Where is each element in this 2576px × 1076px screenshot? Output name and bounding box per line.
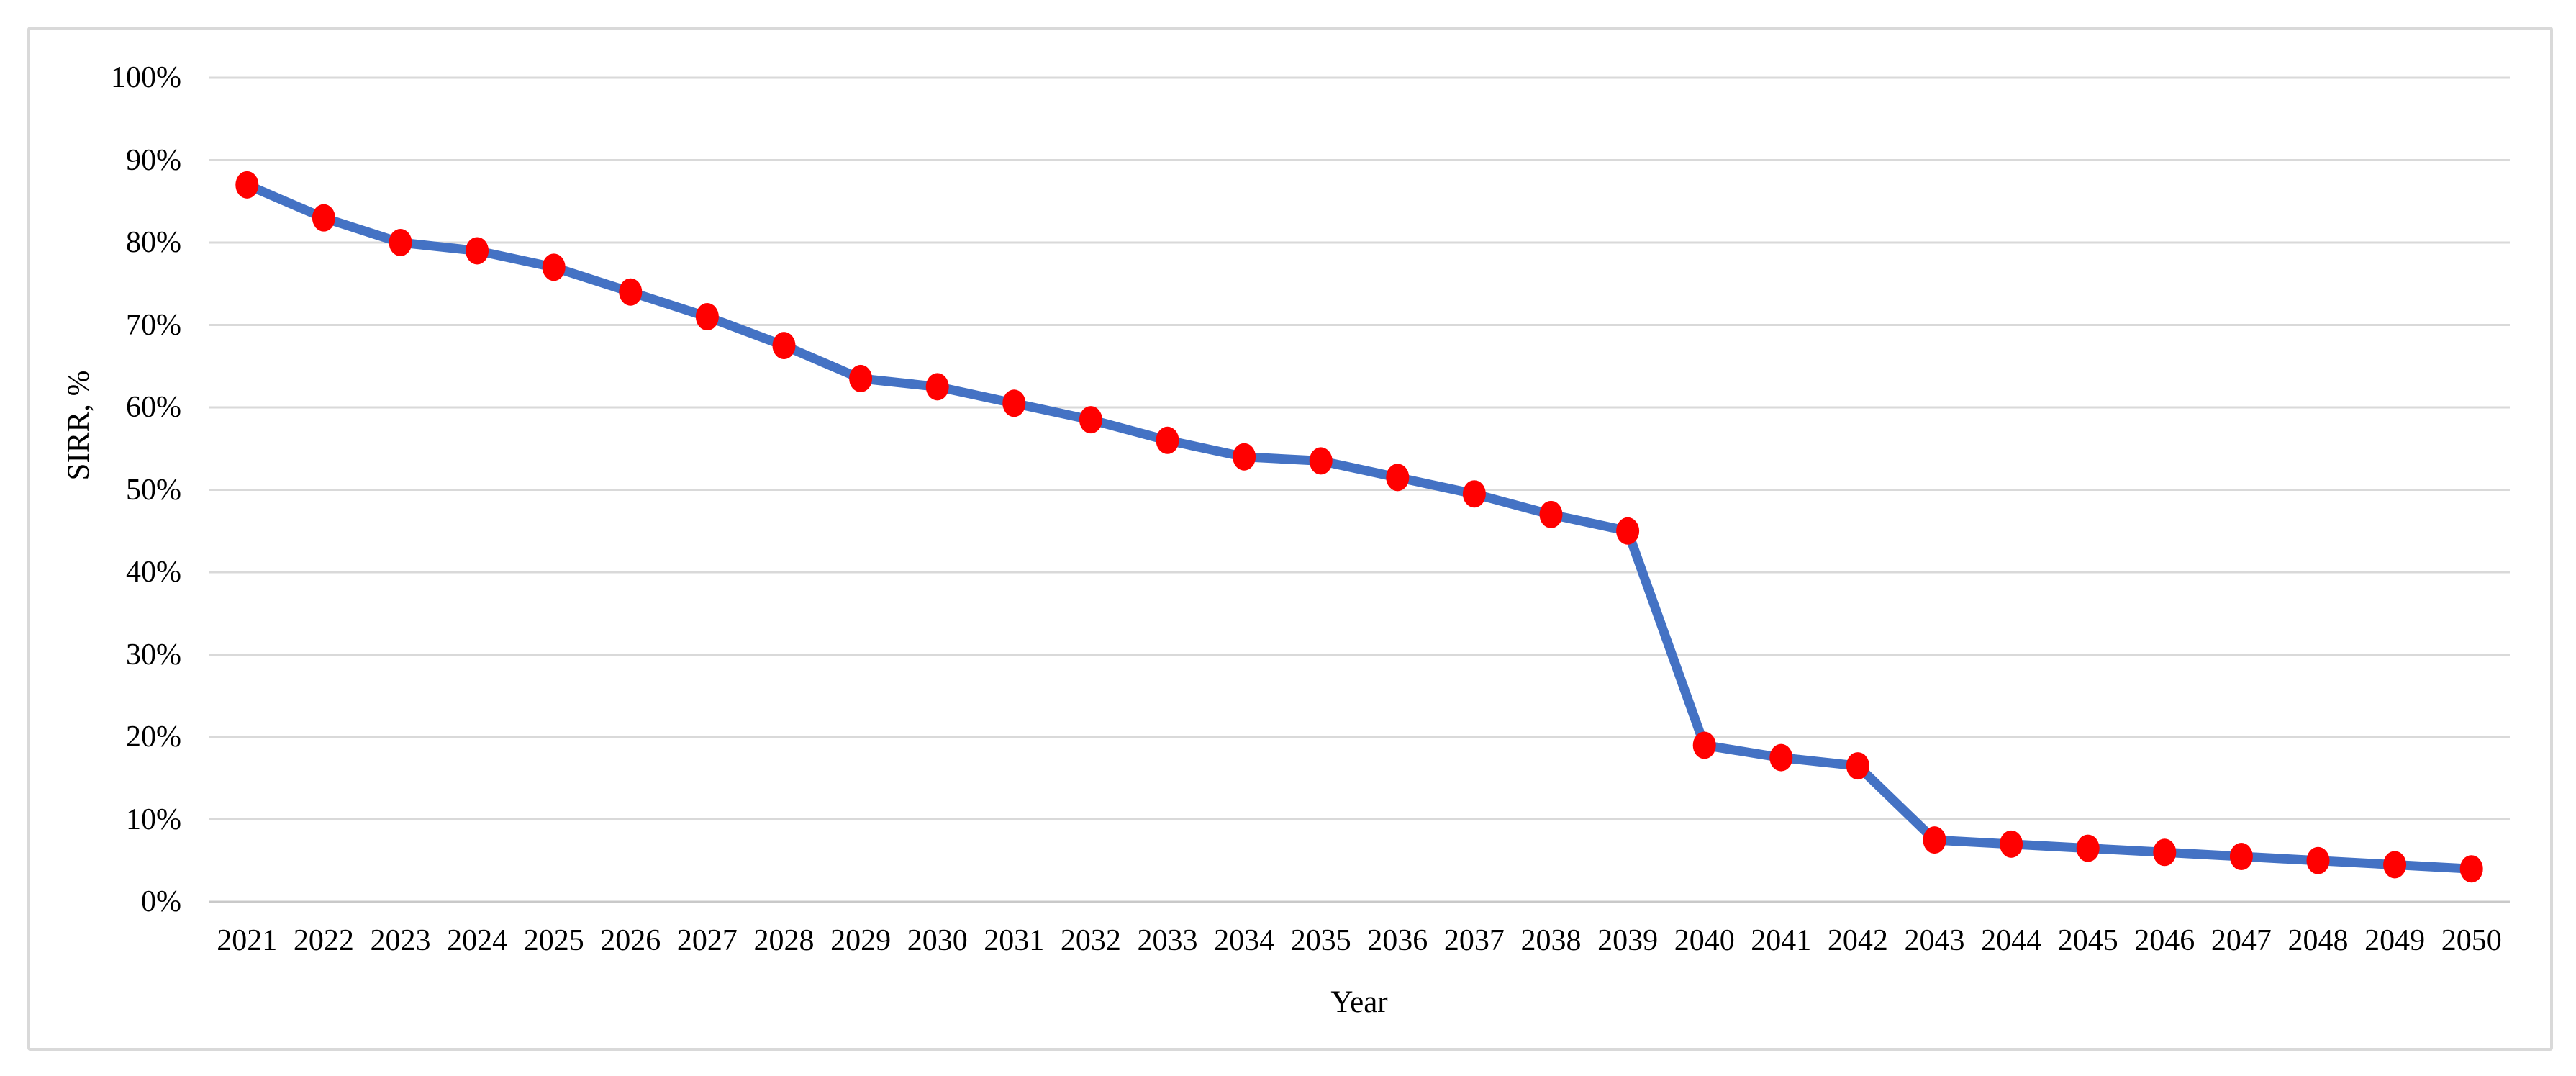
x-tick-label: 2049 [2364, 924, 2426, 957]
x-tick-label: 2042 [1827, 924, 1888, 957]
y-tick-label: 20% [126, 720, 181, 754]
x-tick-label: 2037 [1443, 924, 1505, 957]
x-tick-label: 2026 [600, 924, 661, 957]
y-tick-label: 30% [126, 638, 181, 672]
y-tick-label: 100% [111, 61, 181, 94]
y-tick-label: 90% [126, 143, 181, 177]
x-tick-label: 2022 [293, 924, 354, 957]
x-tick-label: 2024 [447, 924, 508, 957]
x-axis-title: Year [1330, 985, 1388, 1019]
data-point-marker [1846, 752, 1869, 780]
y-tick-label: 10% [126, 803, 181, 836]
x-tick-label: 2043 [1904, 924, 1965, 957]
data-point-marker [1002, 389, 1026, 417]
series-line [242, 180, 2477, 874]
data-point-marker [466, 237, 489, 265]
data-point-marker [2229, 843, 2253, 871]
x-tick-label: 2040 [1674, 924, 1735, 957]
data-point-marker [1309, 447, 1333, 475]
data-point-marker [1156, 426, 1179, 454]
x-tick-label: 2039 [1597, 924, 1659, 957]
x-tick-label: 2045 [2057, 924, 2118, 957]
x-tick-label: 2021 [217, 924, 278, 957]
x-tick-label: 2044 [1981, 924, 2042, 957]
data-point-marker [849, 364, 873, 392]
x-tick-label: 2036 [1367, 924, 1428, 957]
x-tick-label: 2032 [1060, 924, 1121, 957]
x-tick-label: 2033 [1137, 924, 1198, 957]
data-point-marker [1692, 731, 1716, 759]
data-point-marker [1233, 443, 1256, 471]
chart-border [27, 27, 2553, 1051]
x-tick-label: 2050 [2441, 924, 2502, 957]
x-tick-label: 2028 [753, 924, 815, 957]
y-tick-label: 50% [126, 473, 181, 507]
x-tick-label: 2027 [676, 924, 738, 957]
y-tick-label: 80% [126, 226, 181, 259]
data-point-marker [2383, 851, 2407, 879]
x-tick-label: 2038 [1520, 924, 1582, 957]
data-point-marker [542, 253, 566, 281]
y-tick-label: 40% [126, 556, 181, 589]
data-point-marker [1386, 464, 1410, 492]
data-point-marker [695, 303, 719, 331]
data-point-marker [2153, 838, 2177, 867]
data-point-marker [389, 229, 412, 256]
data-point-marker [1616, 517, 1640, 545]
x-tick-label: 2035 [1290, 924, 1351, 957]
data-point-marker [619, 278, 643, 306]
data-point-marker [1923, 826, 1946, 854]
y-axis-title: SIRR, % [62, 370, 96, 481]
x-tick-label: 2029 [830, 924, 892, 957]
y-tick-label: 0% [141, 885, 181, 918]
x-tick-label: 2030 [907, 924, 968, 957]
data-point-marker [1462, 480, 1486, 508]
x-tick-label: 2031 [984, 924, 1045, 957]
x-tick-label: 2047 [2210, 924, 2272, 957]
x-tick-label: 2041 [1751, 924, 1812, 957]
data-point-marker [2076, 834, 2100, 862]
x-tick-label: 2023 [370, 924, 431, 957]
data-point-marker [1769, 743, 1793, 772]
x-tick-label: 2048 [2287, 924, 2349, 957]
data-point-marker [312, 204, 335, 232]
data-point-marker [235, 171, 259, 199]
x-tick-label: 2046 [2134, 924, 2195, 957]
data-point-marker [2306, 846, 2330, 874]
data-point-marker [925, 373, 949, 401]
x-tick-label: 2025 [523, 924, 584, 957]
y-tick-label: 70% [126, 308, 181, 342]
data-point-marker [1539, 500, 1563, 528]
y-tick-label: 60% [126, 391, 181, 424]
data-point-marker [1079, 406, 1102, 434]
data-point-marker [772, 332, 796, 360]
x-tick-label: 2034 [1214, 924, 1275, 957]
data-point-marker [2000, 830, 2023, 858]
data-point-marker [2459, 855, 2483, 883]
